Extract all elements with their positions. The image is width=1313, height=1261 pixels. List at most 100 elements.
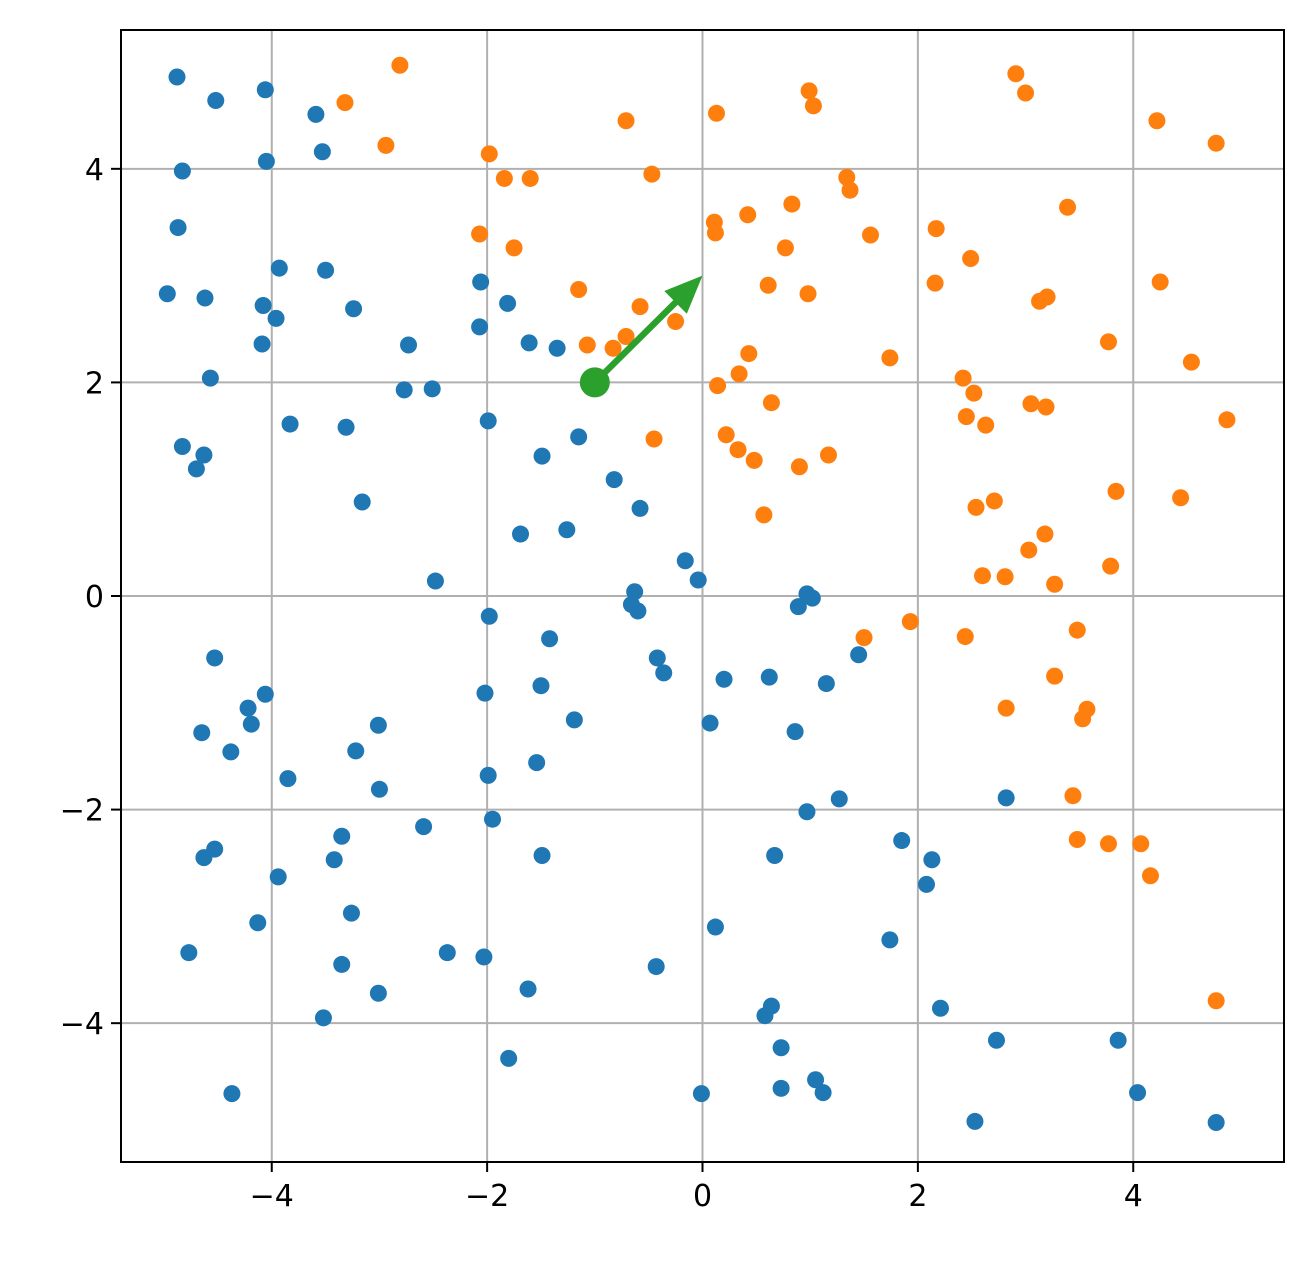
series-1-point [533,847,551,865]
series-1-point [655,664,673,682]
series-1-point [1129,1084,1147,1102]
series-2-point [578,336,596,354]
series-1-point [158,285,176,303]
series-1-point [345,300,363,318]
series-2-point [739,206,757,224]
series-1-point [242,715,260,733]
series-2-point [604,339,622,357]
series-2-point [1132,835,1150,853]
series-1-point [423,380,441,398]
series-1-point [307,105,325,123]
series-2-point [800,82,818,100]
series-1-point [195,446,213,464]
series-2-point [1068,621,1086,639]
series-1-point [438,944,456,962]
direction-arrow [592,275,703,385]
series-1-point [239,699,257,717]
series-2-point [480,145,498,163]
series-1-point [257,152,275,170]
series-1-point [207,91,225,109]
series-1-point [206,840,224,858]
series-2-point [799,285,817,303]
series-2-point [881,349,899,367]
series-2-point [1099,333,1117,351]
series-1-point [689,571,707,589]
series-2-point [667,313,685,331]
series-2-point [709,377,727,395]
series-1-point [931,999,949,1017]
series-1-point [772,1039,790,1057]
series-2-point [954,369,972,387]
series-2-point [631,298,649,316]
series-2-point [855,629,873,647]
series-2-point [901,613,919,631]
series-2-point [783,195,801,213]
series-1-point [476,684,494,702]
x-tick-label: 0 [693,1179,712,1214]
series-1-point [676,552,694,570]
series-1-point [997,789,1015,807]
series-1-point [817,675,835,693]
series-1-point [789,598,807,616]
series-2-point [1017,84,1035,102]
series-1-point [565,711,583,729]
series-2-point [819,446,837,464]
series-2-point [336,94,354,112]
series-2-point [377,136,395,154]
x-tick-label: −4 [250,1179,294,1214]
series-1-point [519,980,537,998]
y-tick-label: −2 [60,794,104,829]
series-2-point [985,492,1003,510]
series-1-point [173,162,191,180]
highlight-point [579,367,610,398]
series-2-point [759,276,777,294]
series-2-point [776,239,794,257]
series-1-point [626,583,644,601]
series-2-point [729,441,747,459]
y-tick-label: 2 [85,366,104,401]
series-1-point [631,499,649,517]
x-tick-label: 4 [1124,1179,1143,1214]
series-1-point [1109,1031,1127,1049]
series-1-point [222,743,240,761]
series-1-point [830,790,848,808]
axes: −4 −2 0 2 4 −4 −2 0 2 4 [60,153,1143,1214]
series-1-point [966,1112,984,1130]
series-1-point [570,428,588,446]
y-tick-label: 4 [85,153,104,188]
series-1-point [605,471,623,489]
series-1-point [850,646,868,664]
series-1-point [281,415,299,433]
series-2-point [762,394,780,412]
series-1-point [772,1079,790,1097]
series-1-point [400,336,418,354]
series-1-point [314,1009,332,1027]
series-2-point [570,281,588,299]
series-2-point [1099,835,1117,853]
series-2-point [927,220,945,238]
series-2-point [1059,198,1077,216]
series-1-point [317,261,335,279]
series-1-point [548,339,566,357]
series-1-point [558,521,576,539]
series-1-point [471,318,489,336]
series-1-point [893,832,911,850]
series-2-point [391,56,409,74]
series-2-point [645,430,663,448]
series-2-point [996,568,1014,586]
series-1-point [500,1049,518,1067]
series-2-point [965,384,983,402]
series-2-point [495,169,513,187]
series-1-point [786,723,804,741]
series-1-point [333,827,351,845]
series-2-point [730,365,748,383]
series-2-point [755,506,773,524]
series-2-point [1020,541,1038,559]
series-2-point [1102,557,1120,575]
series-1-point [256,685,274,703]
y-tick-label: −4 [60,1007,104,1042]
series-2-point [790,458,808,476]
series-1-point [169,219,187,237]
series-2-point [1107,482,1125,500]
series-2-point [521,169,539,187]
